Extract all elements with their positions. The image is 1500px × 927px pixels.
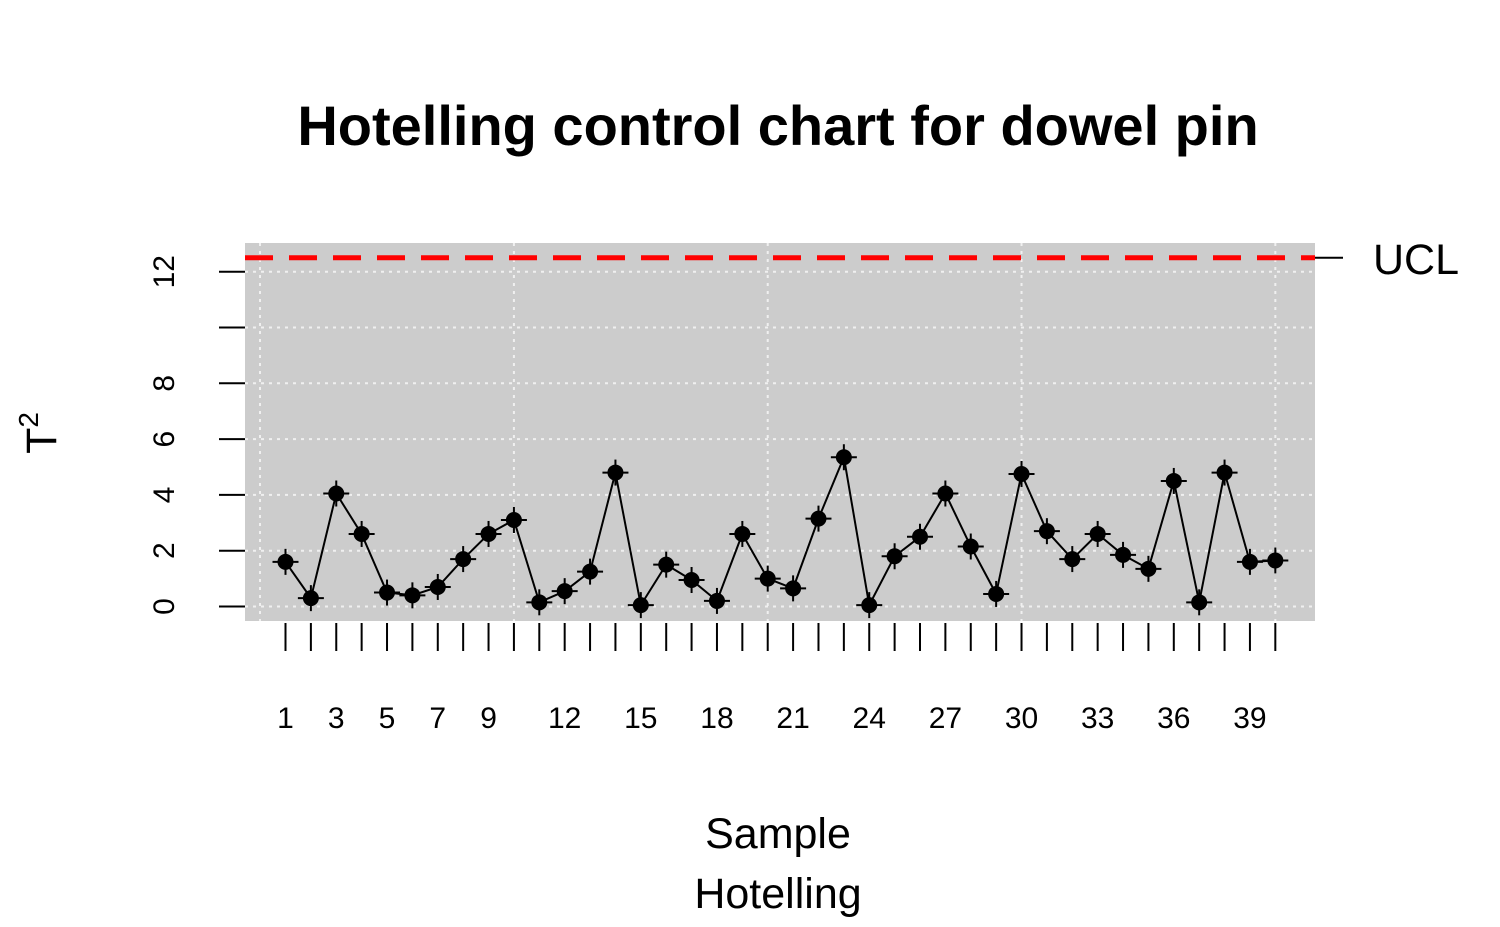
data-point bbox=[1211, 459, 1238, 486]
x-tick-label: 5 bbox=[379, 702, 396, 735]
x-tick-label: 21 bbox=[776, 702, 809, 735]
data-point bbox=[602, 459, 629, 486]
data-point bbox=[1262, 547, 1289, 574]
data-point bbox=[1160, 467, 1187, 494]
chart-title: Hotelling control chart for dowel pin bbox=[297, 94, 1258, 157]
y-axis-label-sup: 2 bbox=[13, 412, 44, 428]
y-axis-label-base: T bbox=[18, 428, 66, 454]
x-tick-label: 3 bbox=[328, 702, 345, 735]
data-point bbox=[450, 546, 477, 573]
x-tick-label: 15 bbox=[624, 702, 657, 735]
x-tick-label: 9 bbox=[480, 702, 497, 735]
x-axis-sublabel: Hotelling bbox=[694, 870, 861, 918]
data-point bbox=[1110, 541, 1137, 568]
x-tick-label: 12 bbox=[548, 702, 581, 735]
data-point bbox=[627, 592, 654, 619]
y-tick-label: 2 bbox=[148, 542, 181, 559]
x-tick-label: 33 bbox=[1081, 702, 1114, 735]
data-point bbox=[1033, 518, 1060, 545]
plot-panel bbox=[245, 243, 1315, 621]
x-tick-label: 30 bbox=[1005, 702, 1038, 735]
ucl-label: UCL bbox=[1373, 236, 1459, 284]
x-tick-label: 36 bbox=[1157, 702, 1190, 735]
x-tick-label: 24 bbox=[853, 702, 886, 735]
y-tick-label: 8 bbox=[148, 375, 181, 392]
data-point bbox=[983, 580, 1010, 607]
data-point bbox=[907, 523, 933, 550]
series-line bbox=[284, 453, 1276, 609]
data-point bbox=[1135, 555, 1162, 582]
x-tick-label: 18 bbox=[700, 702, 733, 735]
data-point bbox=[856, 592, 883, 619]
data-point bbox=[932, 480, 959, 507]
data-point bbox=[1059, 546, 1086, 573]
data-point bbox=[830, 444, 857, 471]
data-point bbox=[551, 578, 578, 605]
data-point bbox=[881, 543, 908, 570]
data-point bbox=[1236, 548, 1263, 575]
data-point bbox=[1008, 460, 1035, 487]
y-axis: 0 2 4 6 8 12 bbox=[148, 255, 245, 615]
data-point bbox=[780, 575, 807, 602]
data-point bbox=[577, 558, 604, 585]
x-axis: 1 3 5 7 9 12 15 18 21 24 27 30 33 36 39 bbox=[277, 623, 1277, 735]
data-point bbox=[805, 505, 832, 532]
data-point bbox=[729, 520, 756, 547]
data-point bbox=[526, 589, 553, 616]
data-point bbox=[957, 533, 984, 560]
x-tick-label: 1 bbox=[277, 702, 294, 735]
data-point bbox=[678, 566, 705, 593]
x-tick-label: 7 bbox=[429, 702, 446, 735]
x-tick-label: 39 bbox=[1233, 702, 1266, 735]
data-point bbox=[297, 585, 324, 612]
data-point bbox=[323, 480, 350, 507]
y-tick-label: 6 bbox=[148, 431, 181, 448]
data-point bbox=[653, 551, 680, 578]
data-point bbox=[1084, 520, 1111, 547]
x-axis-label: Sample bbox=[705, 810, 851, 858]
y-axis-label: T2 bbox=[13, 412, 66, 454]
data-point bbox=[475, 520, 502, 547]
data-point bbox=[754, 565, 781, 592]
data-point bbox=[1186, 589, 1213, 616]
y-axis-label-group: T2 bbox=[13, 412, 66, 454]
x-tick-label: 27 bbox=[929, 702, 962, 735]
data-point bbox=[272, 548, 299, 575]
y-tick-label: 4 bbox=[148, 487, 181, 504]
data-point bbox=[500, 507, 527, 534]
y-tick-label: 0 bbox=[148, 598, 181, 615]
data-point bbox=[348, 520, 375, 547]
data-point bbox=[399, 582, 426, 609]
ucl-group: UCL bbox=[245, 236, 1459, 284]
y-tick-label: 12 bbox=[148, 255, 181, 288]
data-point bbox=[424, 573, 451, 600]
series-hotelling bbox=[272, 444, 1289, 619]
data-point bbox=[374, 579, 401, 606]
data-point bbox=[703, 587, 730, 614]
